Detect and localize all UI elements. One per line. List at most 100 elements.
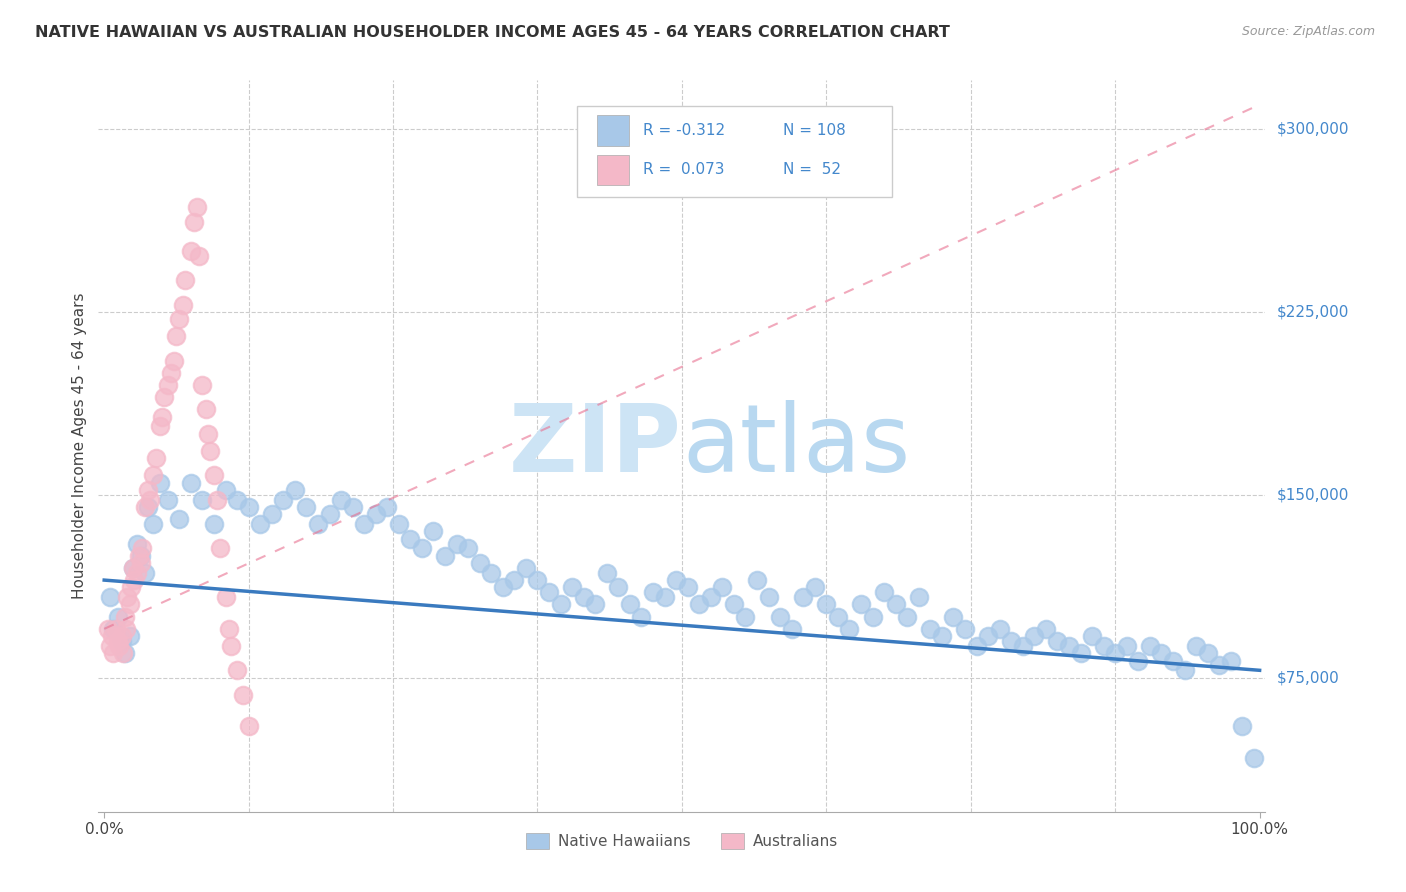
Point	[1197, 646, 1219, 660]
Point	[446, 536, 468, 550]
Point	[122, 573, 145, 587]
Point	[145, 451, 167, 466]
Point	[896, 609, 918, 624]
Point	[318, 508, 340, 522]
Point	[149, 475, 172, 490]
Point	[125, 536, 148, 550]
Point	[156, 378, 179, 392]
Point	[98, 639, 121, 653]
Point	[1035, 622, 1057, 636]
Point	[129, 549, 152, 563]
Point	[180, 244, 202, 258]
Point	[804, 581, 827, 595]
Point	[815, 598, 838, 612]
Text: N =  52: N = 52	[783, 162, 841, 178]
Point	[142, 516, 165, 531]
Point	[734, 609, 756, 624]
Point	[101, 629, 124, 643]
Point	[104, 622, 127, 636]
Point	[187, 249, 209, 263]
Point	[953, 622, 976, 636]
Point	[284, 483, 307, 497]
Point	[526, 573, 548, 587]
Point	[942, 609, 965, 624]
Point	[307, 516, 329, 531]
Point	[249, 516, 271, 531]
Text: Source: ZipAtlas.com: Source: ZipAtlas.com	[1241, 25, 1375, 38]
Text: R =  0.073: R = 0.073	[644, 162, 725, 178]
Point	[271, 492, 294, 507]
Point	[134, 500, 156, 514]
Point	[117, 590, 139, 604]
Point	[342, 500, 364, 514]
Point	[129, 556, 152, 570]
Point	[1092, 639, 1115, 653]
Point	[977, 629, 1000, 643]
Point	[457, 541, 479, 556]
Point	[207, 492, 229, 507]
Text: R = -0.312: R = -0.312	[644, 123, 725, 138]
Point	[174, 273, 197, 287]
Point	[745, 573, 768, 587]
Legend: Native Hawaiians, Australians: Native Hawaiians, Australians	[519, 827, 845, 855]
Point	[966, 639, 988, 653]
Point	[169, 312, 191, 326]
Text: $225,000: $225,000	[1277, 304, 1348, 319]
Point	[479, 566, 502, 580]
Point	[654, 590, 676, 604]
Point	[399, 532, 422, 546]
Point	[103, 622, 125, 636]
Point	[550, 598, 572, 612]
Point	[114, 609, 136, 624]
Point	[665, 573, 688, 587]
Point	[537, 585, 560, 599]
Point	[468, 556, 491, 570]
Point	[162, 353, 184, 368]
Point	[295, 500, 318, 514]
Point	[97, 622, 120, 636]
Point	[202, 516, 225, 531]
Point	[931, 629, 953, 643]
Point	[1011, 639, 1033, 653]
Point	[572, 590, 595, 604]
Point	[118, 629, 141, 643]
Point	[98, 590, 121, 604]
Point	[1173, 663, 1195, 677]
Point	[120, 581, 142, 595]
Point	[197, 426, 219, 441]
Text: $150,000: $150,000	[1277, 487, 1348, 502]
Point	[183, 215, 205, 229]
Point	[388, 516, 411, 531]
Point	[136, 500, 159, 514]
Point	[1232, 719, 1254, 733]
Point	[114, 646, 136, 660]
Point	[111, 646, 134, 660]
Point	[131, 541, 153, 556]
Point	[110, 629, 132, 643]
Point	[920, 622, 942, 636]
Point	[107, 609, 129, 624]
Point	[503, 573, 526, 587]
FancyBboxPatch shape	[596, 115, 630, 145]
Point	[191, 492, 214, 507]
Point	[103, 646, 125, 660]
Point	[169, 512, 191, 526]
Point	[214, 590, 236, 604]
Point	[149, 419, 172, 434]
FancyBboxPatch shape	[576, 106, 891, 197]
FancyBboxPatch shape	[596, 154, 630, 186]
Point	[238, 719, 260, 733]
Point	[200, 443, 222, 458]
Point	[630, 609, 652, 624]
Point	[128, 549, 150, 563]
Point	[1104, 646, 1126, 660]
Point	[1115, 639, 1137, 653]
Point	[1128, 654, 1150, 668]
Point	[208, 541, 231, 556]
Point	[780, 622, 803, 636]
Text: NATIVE HAWAIIAN VS AUSTRALIAN HOUSEHOLDER INCOME AGES 45 - 64 YEARS CORRELATION : NATIVE HAWAIIAN VS AUSTRALIAN HOUSEHOLDE…	[35, 25, 950, 40]
Point	[160, 366, 183, 380]
Point	[232, 688, 254, 702]
Point	[607, 581, 630, 595]
Point	[1139, 639, 1161, 653]
